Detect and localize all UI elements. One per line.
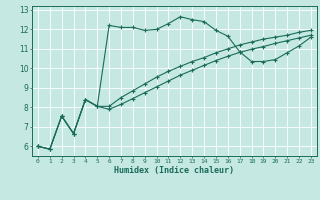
X-axis label: Humidex (Indice chaleur): Humidex (Indice chaleur) — [115, 166, 234, 175]
